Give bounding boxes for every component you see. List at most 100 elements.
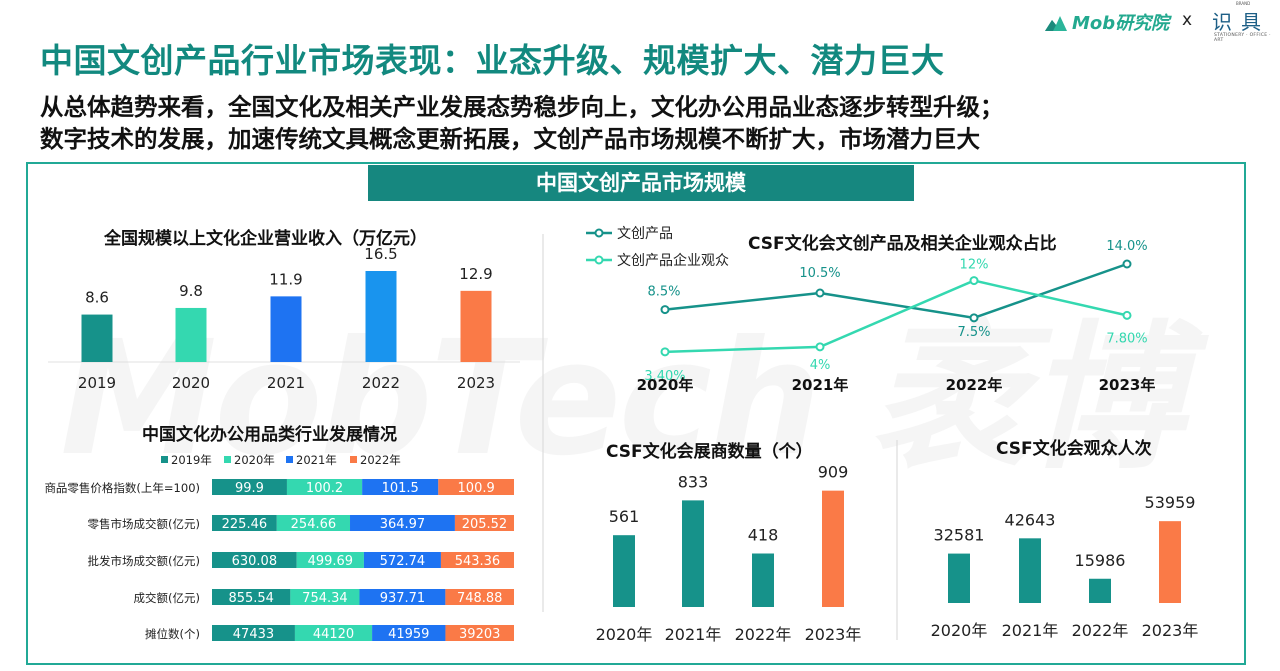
share-x-tick: 2020年 <box>637 376 694 394</box>
office-legend-label: 2020年 <box>234 453 275 467</box>
share-x-tick: 2023年 <box>1099 376 1156 394</box>
share-x-tick: 2022年 <box>946 376 1003 394</box>
mob-logo: Mob研究院 <box>1044 8 1169 36</box>
office-legend-swatch <box>286 456 293 463</box>
office-segment-label: 41959 <box>388 627 429 642</box>
series-value-label-1: 14.0% <box>1106 239 1147 254</box>
office-legend-label: 2019年 <box>171 453 212 467</box>
legend-marker-2 <box>594 255 604 265</box>
office-legend-label: 2022年 <box>360 453 401 467</box>
revenue-x-tick: 2021 <box>267 374 305 392</box>
panel-banner: 中国文创产品市场规模 <box>368 165 914 201</box>
office-segment-label: 748.88 <box>457 591 503 606</box>
revenue-bar <box>175 307 207 362</box>
revenue-value-label: 8.6 <box>85 289 109 307</box>
office-row-label: 摊位数(个) <box>145 627 200 641</box>
visitor-x-tick: 2023年 <box>1142 621 1199 640</box>
revenue-x-tick: 2020 <box>172 374 210 392</box>
exhibitor-chart-title: CSF文化会展商数量（个） <box>606 442 813 462</box>
office-bar-segment <box>440 552 514 568</box>
office-chart-title: 中国文化办公用品类行业发展情况 <box>142 425 397 445</box>
office-segment-label: 100.9 <box>458 481 495 496</box>
office-row-label: 成交额(亿元) <box>134 591 200 605</box>
revenue-x-tick: 2019 <box>78 374 116 392</box>
series-point-1 <box>660 305 670 315</box>
visitor-x-tick: 2022年 <box>1072 621 1129 640</box>
brand-small-text: BRAND <box>1236 1 1251 6</box>
series-point-1 <box>1122 259 1132 269</box>
office-bar-segment <box>212 552 297 568</box>
series-value-label-2: 4% <box>810 358 831 373</box>
brand-logo-text: 识具 <box>1212 10 1270 34</box>
office-bar-segment <box>350 515 455 531</box>
office-bar-segment <box>359 589 446 605</box>
series-point-1 <box>815 288 825 298</box>
revenue-x-tick: 2022 <box>362 374 400 392</box>
revenue-value-label: 12.9 <box>459 265 492 283</box>
revenue-x-tick: 2023 <box>457 374 495 392</box>
series-value-label-1: 8.5% <box>647 285 680 300</box>
revenue-bar <box>460 290 492 362</box>
office-bar-segment <box>296 552 364 568</box>
visitor-value-label: 42643 <box>1005 510 1056 529</box>
office-segment-label: 754.34 <box>302 591 348 606</box>
office-bar-segment <box>362 479 439 495</box>
office-bar-segment <box>454 515 514 531</box>
revenue-value-label: 11.9 <box>269 270 302 288</box>
exhibitor-value-label: 561 <box>609 507 640 526</box>
office-segment-label: 499.69 <box>308 554 354 569</box>
visitor-x-tick: 2021年 <box>1002 621 1059 640</box>
revenue-bar <box>270 296 302 362</box>
series-value-label-2: 3.40% <box>644 369 685 384</box>
series-point-2 <box>969 276 979 286</box>
office-segment-label: 543.36 <box>455 554 501 569</box>
subtitle-line-1: 从总体趋势来看，全国文化及相关产业发展态势稳步向上，文化办公用品业态逐步转型升级… <box>40 93 1004 121</box>
office-legend-swatch <box>161 456 168 463</box>
revenue-value-label: 9.8 <box>179 282 203 300</box>
exhibitor-x-tick: 2023年 <box>805 625 862 644</box>
office-legend-swatch <box>350 456 357 463</box>
exhibitor-x-tick: 2021年 <box>665 625 722 644</box>
visitor-value-label: 32581 <box>934 526 985 545</box>
page-title: 中国文创产品行业市场表现：业态升级、规模扩大、潜力巨大 <box>40 41 945 80</box>
revenue-bar <box>81 314 113 362</box>
legend-label-2: 文创产品企业观众 <box>617 252 729 269</box>
revenue-value-label: 16.5 <box>364 245 397 263</box>
office-bar-segment <box>294 625 373 641</box>
office-segment-label: 254.66 <box>291 517 337 532</box>
subtitle-line-2: 数字技术的发展，加速传统文具概念更新拓展，文创产品市场规模不断扩大，市场潜力巨大 <box>40 125 980 153</box>
logo-separator: x <box>1182 10 1193 30</box>
office-bar-segment <box>445 589 514 605</box>
office-row-label: 零售市场成交额(亿元) <box>88 517 200 531</box>
visitor-chart-title: CSF文化会观众人次 <box>996 439 1152 459</box>
office-segment-label: 100.2 <box>306 481 343 496</box>
office-segment-label: 44120 <box>313 627 354 642</box>
office-legend-swatch <box>224 456 231 463</box>
office-bar-segment <box>212 515 277 531</box>
legend-label-1: 文创产品 <box>617 226 673 242</box>
visitor-x-tick: 2020年 <box>931 621 988 640</box>
revenue-bar <box>365 271 397 362</box>
office-segment-label: 99.9 <box>235 481 264 496</box>
exhibitor-x-tick: 2020年 <box>596 625 653 644</box>
exhibitor-value-label: 833 <box>678 472 709 491</box>
series-value-label-1: 10.5% <box>799 266 840 281</box>
series-value-label-2: 12% <box>960 258 989 273</box>
visitor-value-label: 15986 <box>1075 551 1126 570</box>
revenue-chart-title: 全国规模以上文化企业营业收入（万亿元） <box>104 229 427 249</box>
office-bar-segment <box>363 552 441 568</box>
office-row-label: 批发市场成交额(亿元) <box>88 554 200 568</box>
exhibitor-bar <box>682 500 704 607</box>
series-point-2 <box>1122 310 1132 320</box>
office-bar-segment <box>290 589 360 605</box>
mob-logo-icon <box>1045 16 1067 31</box>
office-segment-label: 47433 <box>233 627 274 642</box>
mob-logo-text: Mob研究院 <box>1072 13 1170 34</box>
office-segment-label: 39203 <box>459 627 500 642</box>
office-segment-label: 855.54 <box>228 591 274 606</box>
share-chart-title: CSF文化会文创产品及相关企业观众占比 <box>748 234 1057 254</box>
visitor-bar <box>1089 578 1111 603</box>
panel-frame <box>26 162 1246 665</box>
